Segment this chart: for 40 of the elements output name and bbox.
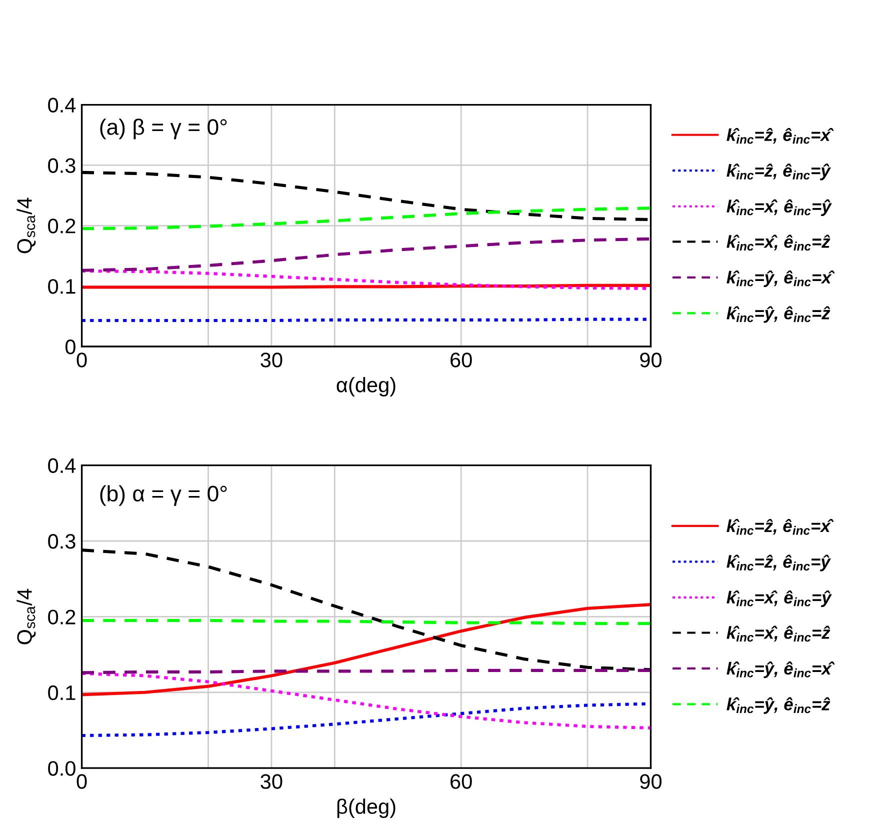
x-tick-label: 30	[260, 352, 282, 368]
y-tick-label: 0.4	[48, 98, 76, 113]
x-tick-label: 30	[260, 774, 282, 789]
x-axis-title: α(deg)	[336, 377, 396, 396]
y-tick-label: 0.2	[48, 218, 76, 234]
line-series	[82, 237, 651, 272]
y-tick-label: 0.2	[48, 610, 76, 624]
annotation: (a) β = γ = 0°	[100, 118, 227, 140]
legend-label: k̂$_{inc}$=x̂, ê$_{inc}$=ŷ	[726, 590, 832, 608]
y-tick-label: 0.3	[48, 534, 76, 549]
y-axis-title: Q$_{sca}$/4	[16, 588, 36, 644]
x-tick-label: 90	[640, 352, 662, 368]
legend-label: k̂$_{inc}$=ŷ, ê$_{inc}$=x̂	[726, 270, 835, 288]
annotation: (b) α = γ = 0°	[100, 485, 227, 506]
y-tick-label: 0	[65, 340, 76, 354]
legend-label: k̂$_{inc}$=ŷ, ê$_{inc}$=x̂	[726, 662, 835, 678]
legend-label: k̂$_{inc}$=ẑ, ê$_{inc}$=x̂	[726, 518, 834, 535]
x-tick-label: 90	[640, 774, 662, 789]
x-tick-label: 60	[450, 352, 472, 368]
y-tick-label: 0.3	[48, 158, 76, 173]
x-tick-label: 0	[76, 352, 87, 368]
legend-label: k̂$_{inc}$=x̂, ê$_{inc}$=ẑ	[726, 234, 830, 251]
y-axis-title: Q$_{sca}$/4	[16, 198, 36, 254]
y-tick-label: 0.0	[48, 761, 76, 776]
legend-label: k̂$_{inc}$=ẑ, ê$_{inc}$=x̂	[726, 128, 834, 144]
x-tick-label: 0	[76, 774, 87, 789]
legend-label: k̂$_{inc}$=ẑ, ê$_{inc}$=ŷ	[726, 554, 832, 572]
y-tick-label: 0.4	[48, 458, 76, 474]
x-axis-title: β(deg)	[337, 798, 396, 818]
y-tick-label: 0.1	[48, 685, 76, 700]
line-series	[82, 603, 651, 696]
line-series	[82, 672, 651, 730]
legend-label: k̂$_{inc}$=ẑ, ê$_{inc}$=ŷ	[726, 164, 832, 180]
legend-label: k̂$_{inc}$=ŷ, ê$_{inc}$=ẑ	[726, 306, 830, 323]
y-tick-label: 0.1	[48, 279, 76, 294]
legend-label: k̂$_{inc}$=x̂, ê$_{inc}$=ŷ	[726, 199, 832, 216]
legend-label: k̂$_{inc}$=ŷ, ê$_{inc}$=ẑ	[726, 697, 830, 714]
legend-label: k̂$_{inc}$=x̂, ê$_{inc}$=ẑ	[726, 626, 830, 642]
line-series	[82, 206, 651, 230]
x-tick-label: 60	[450, 774, 472, 789]
